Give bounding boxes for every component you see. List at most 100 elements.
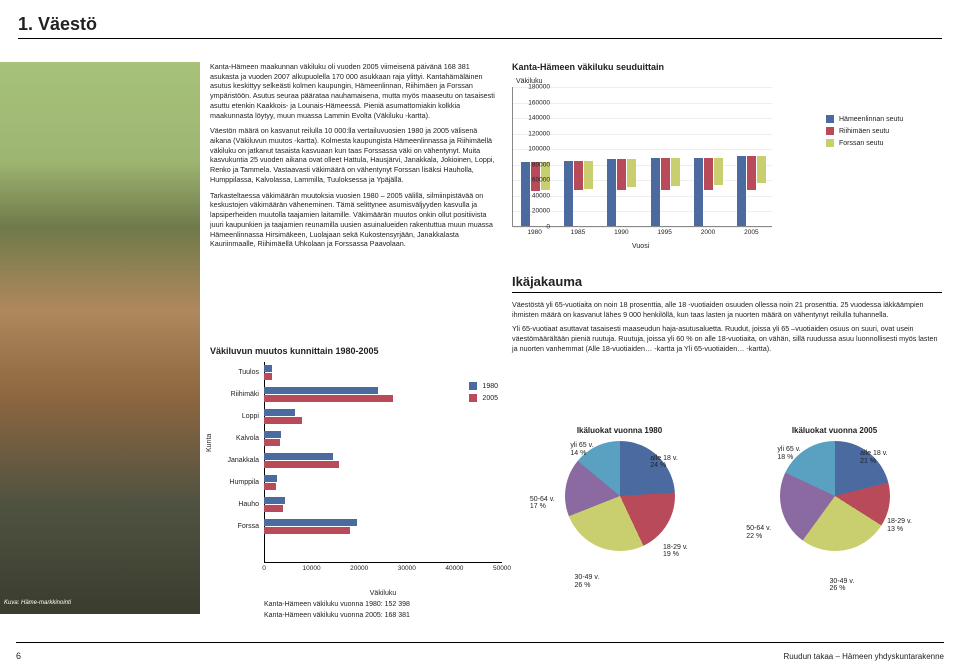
pie-slice-label: alle 18 v.24 % [650,455,678,470]
population-by-subregion-chart: Kanta-Hämeen väkiluku seuduittain Väkilu… [512,62,942,227]
bar [264,453,333,460]
bar [651,158,660,226]
category-label: Tuulos [210,362,264,384]
legend-swatch [826,127,834,135]
chart-note: Kanta-Hämeen väkiluku vuonna 2005: 168 3… [264,612,502,619]
family-photo [0,62,200,614]
xtick: 40000 [445,565,463,572]
xtick: 1985 [571,229,585,236]
pie-slice-label: 30-49 v.26 % [829,578,854,593]
bar [264,461,339,468]
chart-row: Humppila [210,472,502,494]
chart-ylabel: Väkiluku [516,78,942,85]
category-label: Forssa [210,516,264,538]
xtick: 2000 [701,229,715,236]
category-label: Riihimäki [210,384,264,406]
chart-xaxis: 01000020000300004000050000 [264,562,502,576]
bar [264,417,302,424]
ytick: 160000 [520,99,550,106]
paragraph: Kanta-Hämeen maakunnan väkiluku oli vuod… [210,62,500,120]
bar [264,395,393,402]
footer-text: Ruudun takaa – Hämeen yhdyskuntarakenne [783,652,944,661]
bar [694,158,703,226]
chart-title: Väkiluvun muutos kunnittain 1980-2005 [210,346,502,356]
chart-plot: 198019851990199520002005 [512,87,772,227]
bar [264,527,350,534]
category-label: Janakkala [210,450,264,472]
chart-row: Forssa [210,516,502,538]
xtick: 1990 [614,229,628,236]
paragraph: Väestön määrä on kasvanut reilulla 10 00… [210,126,500,184]
bar [617,159,626,190]
category-label: Humppila [210,472,264,494]
age-distribution-title: Ikäjakauma [512,274,582,289]
bar [671,158,680,186]
pie-slice-label: alle 18 v.21 % [860,450,888,465]
xtick: 50000 [493,565,511,572]
xtick: 10000 [303,565,321,572]
bar [574,161,583,191]
bar [264,483,276,490]
bar [714,158,723,186]
chart-row: Kalvola [210,428,502,450]
chart-row: Tuulos [210,362,502,384]
bar [264,505,283,512]
pie-slice-label: 18-29 v.13 % [887,518,912,533]
legend-swatch [826,139,834,147]
photo-credit: Kuva: Häme-markkinointi [4,600,71,606]
chart-row: Loppi [210,406,502,428]
paragraph: Väestöstä yli 65-vuotiaita on noin 18 pr… [512,300,942,319]
legend-swatch [826,115,834,123]
chart-xlabel: Väkiluku [264,590,502,597]
category-label: Kalvola [210,428,264,450]
bar [757,156,766,183]
chart-plot: Kunta 19802005 TuulosRiihimäkiLoppiKalvo… [210,362,502,562]
pie-slice-label: 50-64 v.22 % [746,525,771,540]
pie-1980: Ikäluokat vuonna 1980 alle 18 v.24 %18-2… [512,426,727,551]
ytick: 80000 [520,161,550,168]
chart-row: Janakkala [210,450,502,472]
rule [512,292,942,293]
pie-2005: Ikäluokat vuonna 2005 alle 18 v.21 % 18-2… [727,426,942,551]
xtick: 30000 [398,565,416,572]
chart-xlabel: Vuosi [632,243,649,250]
page-number: 6 [16,651,21,661]
paragraph: Yli 65-vuotiaat asuttavat tasaisesti maa… [512,324,942,353]
title-rule [18,38,942,39]
legend-item: Riihimäen seutu [826,127,903,135]
legend-item: Hämeenlinnan seutu [826,115,903,123]
legend-label: Riihimäen seutu [839,128,889,135]
pie-title: Ikäluokat vuonna 1980 [512,426,727,435]
pie-title: Ikäluokat vuonna 2005 [727,426,942,435]
bar [747,156,756,190]
bar [264,475,277,482]
legend-label: Hämeenlinnan seutu [839,116,903,123]
bar [704,158,713,191]
category-label: Loppi [210,406,264,428]
chart-notes: Kanta-Hämeen väkiluku vuonna 1980: 152 3… [210,601,502,619]
bar [264,409,295,416]
bar [607,159,616,226]
age-distribution-text: Väestöstä yli 65-vuotiaita on noin 18 pr… [512,300,942,359]
bar [264,387,378,394]
xtick: 20000 [350,565,368,572]
paragraph: Tarkasteltaessa väkimäärän muutoksia vuo… [210,191,500,249]
legend-label: Forssan seutu [839,140,883,147]
bar [627,159,636,187]
bar [264,431,281,438]
main-text: Kanta-Hämeen maakunnan väkiluku oli vuod… [210,62,500,255]
xtick: 2005 [744,229,758,236]
bar [264,373,272,380]
chart-row: Hauho [210,494,502,516]
section-title: 1. Väestö [18,14,97,35]
ytick: 0 [520,224,550,231]
category-label: Hauho [210,494,264,516]
pie-slice-label: yli 65 v.18 % [777,446,800,461]
pie-slice-label: 18-29 v.19 % [663,544,688,559]
bar [264,497,285,504]
ytick: 60000 [520,177,550,184]
chart-title: Kanta-Hämeen väkiluku seuduittain [512,62,942,72]
bar [661,158,670,190]
bar [564,161,573,226]
ytick: 120000 [520,130,550,137]
